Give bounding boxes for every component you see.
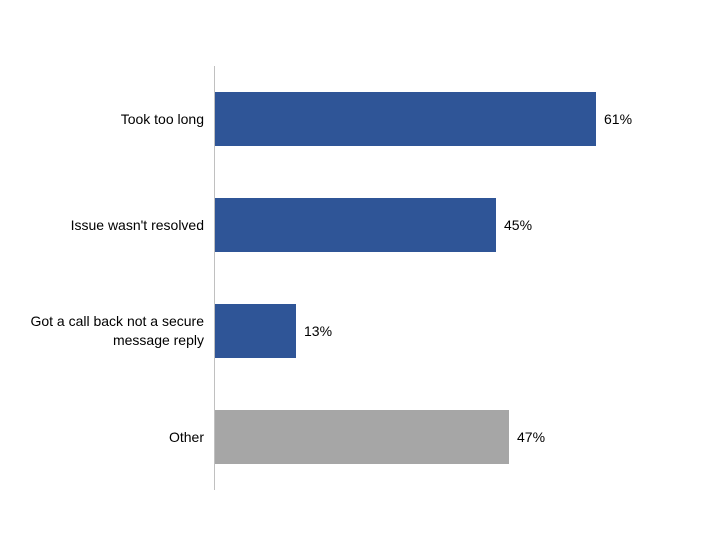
- plot-area: Took too long 61% Issue wasn't resolved …: [0, 66, 720, 490]
- value-label-issue-not-resolved: 45%: [504, 217, 533, 233]
- bar-row-took-too-long: Took too long 61%: [0, 66, 720, 172]
- bar-took-too-long: [215, 92, 596, 146]
- category-label-issue-not-resolved: Issue wasn't resolved: [70, 216, 204, 233]
- bar-row-issue-not-resolved: Issue wasn't resolved 45%: [0, 172, 720, 278]
- bar-track: 45%: [215, 172, 720, 278]
- category-label-took-too-long: Took too long: [120, 110, 204, 127]
- bar-track: 47%: [215, 384, 720, 490]
- value-label-took-too-long: 61%: [604, 111, 633, 127]
- bar-row-other: Other 47%: [0, 384, 720, 490]
- bar-track: 13%: [215, 278, 720, 384]
- bar-row-call-back: Got a call back not a secure message rep…: [0, 278, 720, 384]
- category-label-call-back: Got a call back not a secure message rep…: [30, 313, 204, 348]
- value-label-call-back: 13%: [304, 323, 333, 339]
- bar-call-back: [215, 304, 296, 358]
- bar-track: 61%: [215, 66, 720, 172]
- y-axis-line: [214, 66, 215, 490]
- category-label-other: Other: [168, 428, 204, 445]
- bar-issue-not-resolved: [215, 198, 496, 252]
- value-label-other: 47%: [517, 429, 546, 445]
- bar-other: [215, 410, 509, 464]
